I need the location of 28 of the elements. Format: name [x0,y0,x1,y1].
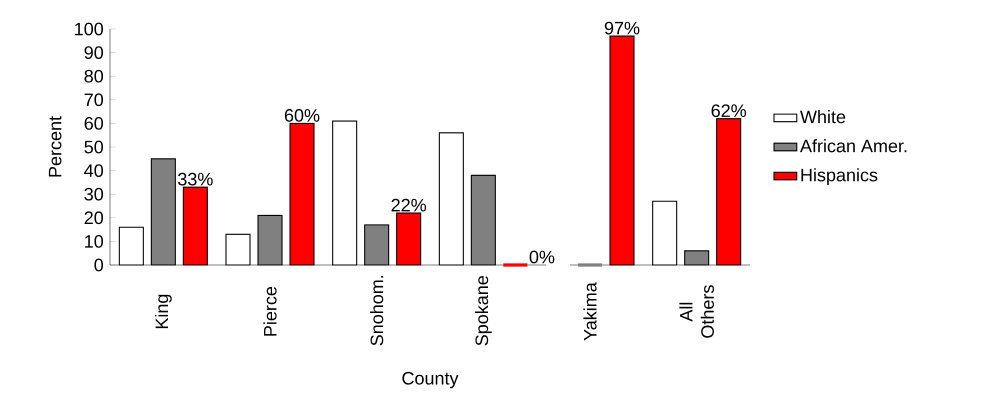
data-label: 97% [604,22,640,34]
y-tick-label: 50 [84,140,104,154]
legend-label: Hispanics [801,168,878,185]
y-tick-label: 60 [84,117,104,130]
y-tick-label: 70 [84,93,104,106]
y-tick-label: 40 [84,164,104,177]
y-tick-label: 30 [84,188,104,201]
x-tick-label: King [154,294,172,328]
x-axis-title: County [402,372,458,388]
x-tick-label: Spokane [474,276,492,346]
data-label: 60% [284,109,320,122]
x-tick-label: All Others [679,285,714,338]
y-tick-label: 20 [84,211,104,224]
data-label: 33% [178,172,213,186]
data-label: 0% [530,250,554,264]
x-tick-label: Pierce [263,286,277,336]
y-tick-label: 90 [84,46,104,59]
x-tick-label: Yakima [583,282,597,341]
y-tick-label: 100 [75,22,104,36]
y-tick-label: 0 [94,258,104,272]
legend-label: African Amer. [800,139,906,152]
y-tick-label: 10 [85,235,104,248]
legend-label: White [800,110,846,124]
x-tick-label: Snohom. [370,276,384,346]
data-label: 22% [392,198,426,212]
data-label: 62% [712,104,746,118]
y-axis-title: Percent [48,116,62,177]
y-tick-label: 80 [84,70,104,83]
